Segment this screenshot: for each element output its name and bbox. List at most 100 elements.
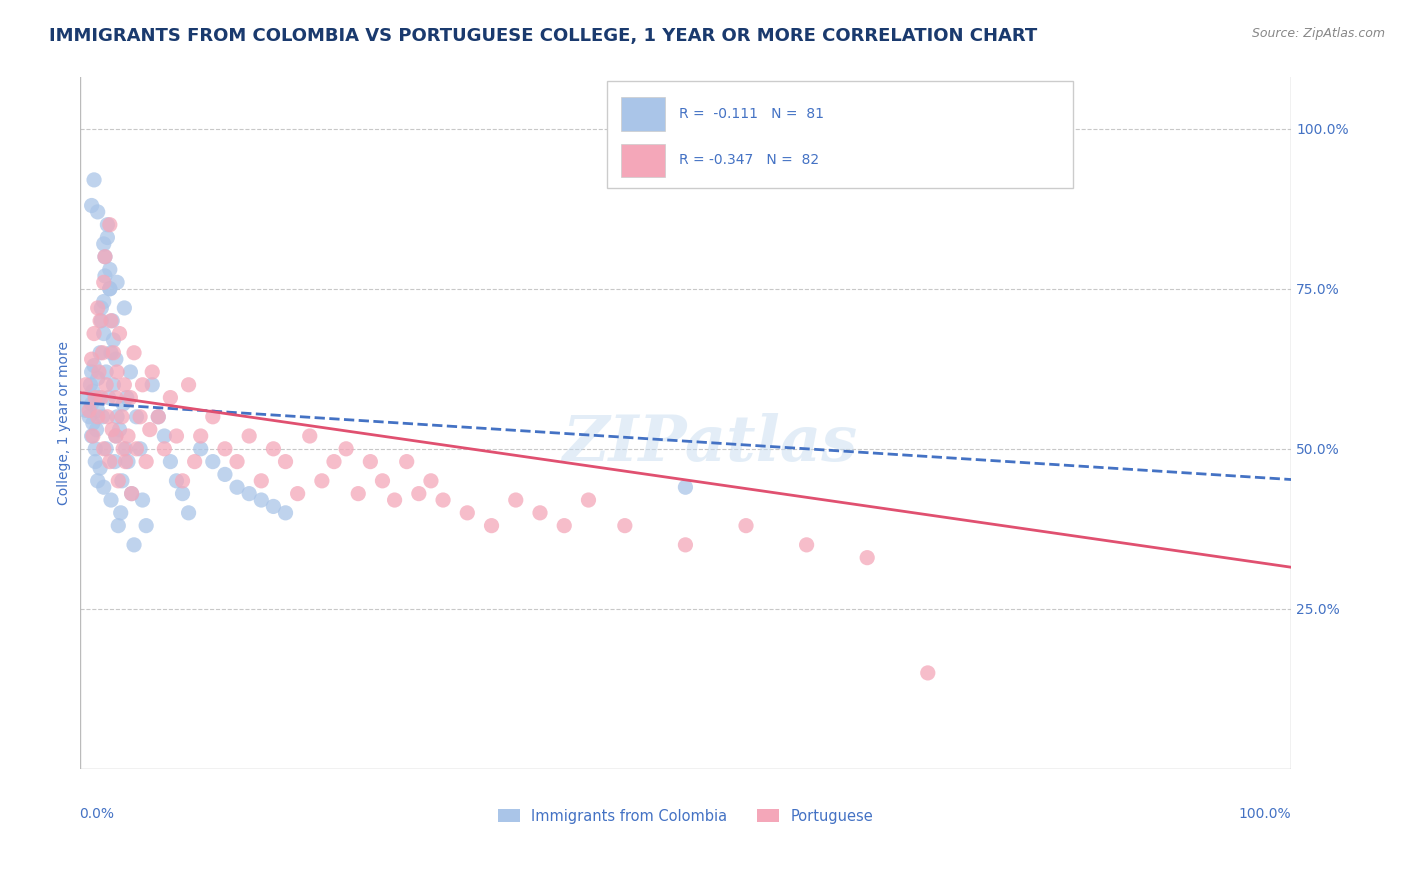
Point xyxy=(93,236,115,251)
Point xyxy=(114,455,136,469)
Point xyxy=(335,442,357,456)
Point xyxy=(83,173,105,187)
Point xyxy=(111,409,134,424)
Text: 0.0%: 0.0% xyxy=(80,807,114,821)
Point xyxy=(82,416,104,430)
Point xyxy=(131,377,153,392)
Point xyxy=(110,506,132,520)
Point xyxy=(93,326,115,341)
Point xyxy=(420,474,443,488)
Point xyxy=(673,480,696,494)
Point xyxy=(578,493,600,508)
Point xyxy=(274,506,297,520)
Point xyxy=(148,409,170,424)
Point xyxy=(125,442,148,456)
Point xyxy=(371,474,394,488)
Point xyxy=(141,377,163,392)
Point xyxy=(103,333,125,347)
Point xyxy=(82,429,104,443)
Point xyxy=(98,282,121,296)
Point xyxy=(125,409,148,424)
Point xyxy=(105,409,128,424)
Point xyxy=(96,409,118,424)
Point xyxy=(93,480,115,494)
Point xyxy=(238,429,260,443)
Point xyxy=(105,365,128,379)
Point xyxy=(105,276,128,290)
Point xyxy=(101,423,124,437)
Point xyxy=(108,326,131,341)
Point xyxy=(122,538,145,552)
Point xyxy=(80,198,103,212)
Point xyxy=(117,455,139,469)
Text: Source: ZipAtlas.com: Source: ZipAtlas.com xyxy=(1251,27,1385,40)
Point xyxy=(159,391,181,405)
FancyBboxPatch shape xyxy=(606,81,1073,188)
Point xyxy=(94,250,117,264)
Point xyxy=(856,550,879,565)
Point xyxy=(96,230,118,244)
Point xyxy=(104,429,127,443)
Point xyxy=(98,218,121,232)
Y-axis label: College, 1 year or more: College, 1 year or more xyxy=(58,342,72,505)
Point xyxy=(94,250,117,264)
Point xyxy=(91,345,114,359)
Point xyxy=(108,423,131,437)
Point xyxy=(214,467,236,482)
Point xyxy=(90,314,112,328)
Point xyxy=(917,665,939,680)
Point xyxy=(87,391,110,405)
Point xyxy=(93,276,115,290)
Point xyxy=(153,429,176,443)
Point xyxy=(112,377,135,392)
Point xyxy=(183,455,205,469)
Point xyxy=(79,377,101,392)
Point xyxy=(262,442,284,456)
Point xyxy=(139,423,162,437)
Point xyxy=(298,429,321,443)
Point xyxy=(90,301,112,315)
Point xyxy=(75,403,97,417)
Point xyxy=(80,397,103,411)
Point xyxy=(104,352,127,367)
Point xyxy=(114,442,136,456)
Point xyxy=(153,442,176,456)
Point xyxy=(456,506,478,520)
Point xyxy=(104,429,127,443)
Text: R =  -0.111   N =  81: R = -0.111 N = 81 xyxy=(679,107,824,121)
Point xyxy=(89,461,111,475)
Point xyxy=(86,371,108,385)
Point xyxy=(120,365,142,379)
Point xyxy=(100,345,122,359)
Point xyxy=(83,359,105,373)
Point xyxy=(226,480,249,494)
Text: R = -0.347   N =  82: R = -0.347 N = 82 xyxy=(679,153,820,168)
Point xyxy=(86,409,108,424)
Point xyxy=(84,442,107,456)
Point xyxy=(80,365,103,379)
Point xyxy=(129,409,152,424)
Point xyxy=(177,377,200,392)
Point xyxy=(172,474,194,488)
Point xyxy=(96,377,118,392)
Point xyxy=(86,403,108,417)
Point xyxy=(190,429,212,443)
Point xyxy=(86,423,108,437)
Point xyxy=(529,506,551,520)
Point xyxy=(84,455,107,469)
Point xyxy=(408,486,430,500)
Point xyxy=(141,365,163,379)
Point xyxy=(177,506,200,520)
Point xyxy=(90,391,112,405)
Point xyxy=(796,538,818,552)
Point xyxy=(262,500,284,514)
Point xyxy=(111,474,134,488)
Point xyxy=(77,403,100,417)
Point xyxy=(104,391,127,405)
Point xyxy=(103,345,125,359)
Point xyxy=(75,377,97,392)
Point xyxy=(117,429,139,443)
Point xyxy=(481,518,503,533)
Point xyxy=(98,282,121,296)
Point xyxy=(77,391,100,405)
